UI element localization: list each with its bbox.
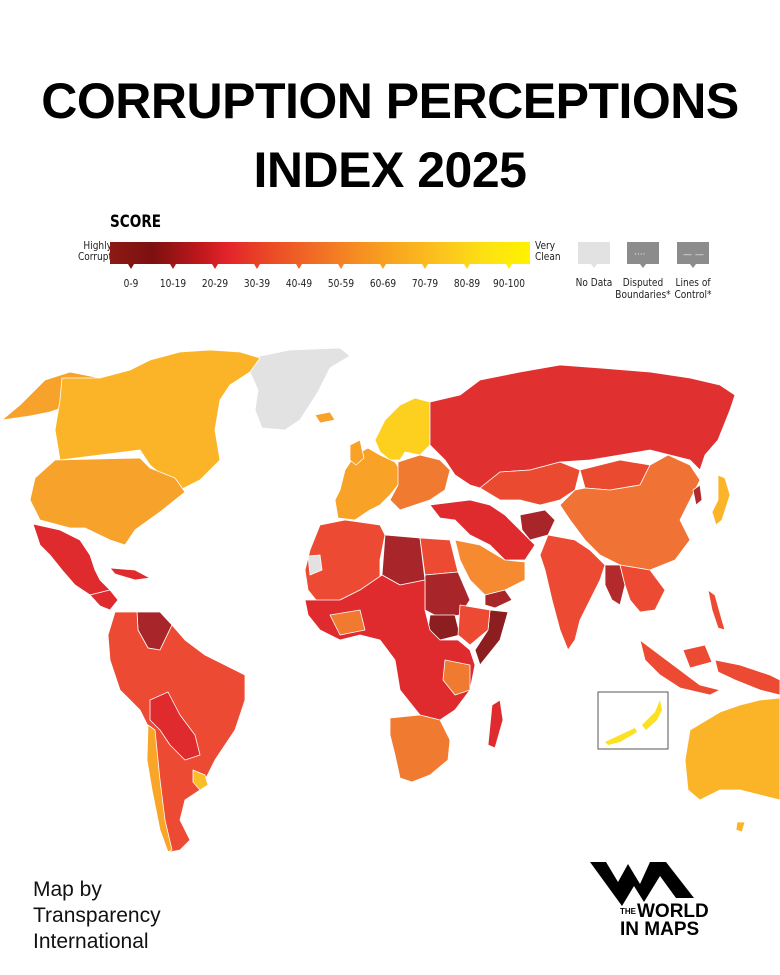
legend-tick (212, 264, 218, 269)
region-saudi-arabia (454, 539, 526, 596)
world-map (1, 347, 780, 853)
region-west-africa-coast (329, 609, 366, 636)
region-western-europe (334, 447, 401, 521)
legend-tick (506, 264, 512, 269)
region-korea (692, 484, 703, 506)
the-world-in-maps-logo-icon (590, 862, 694, 906)
legend-heading: SCORE (110, 212, 162, 232)
region-eastern-europe (389, 454, 451, 511)
region-chile (146, 724, 173, 853)
legend-right-label: Very Clean (535, 240, 561, 262)
region-central-america (89, 589, 119, 611)
legend-tick (128, 264, 134, 269)
dotted-line-icon: ···· (634, 250, 646, 260)
legend-left-label-line1: Highly (83, 239, 112, 252)
legend-label-loc-line2: Control* (674, 288, 712, 301)
region-india (539, 534, 606, 651)
credit-line-1: Map by (33, 878, 102, 901)
legend-tick (380, 264, 386, 269)
region-western-sahara (307, 554, 323, 576)
region-china (559, 454, 701, 571)
region-russia (429, 364, 736, 489)
legend-bin-label: 50-59 (327, 277, 355, 290)
legend-tick (338, 264, 344, 269)
legend-color-bar (110, 242, 530, 264)
legend-bin-label: 20-29 (201, 277, 229, 290)
region-middle-east (429, 499, 536, 561)
title-line-2: INDEX 2025 (253, 142, 527, 198)
region-uruguay (192, 769, 209, 791)
region-new-zealand (605, 700, 662, 745)
legend-bin-label: 90-100 (493, 277, 525, 290)
new-zealand-inset-box (597, 691, 669, 750)
region-madagascar (487, 699, 504, 749)
region-philippines (707, 589, 726, 631)
legend-label-no-data-line1: No Data (575, 276, 613, 289)
legend-label-loc-line1: Lines of (675, 276, 711, 289)
legend-label-lines-of-control: Lines of Control* (674, 277, 711, 301)
region-usa (29, 457, 186, 546)
region-southern-africa (389, 714, 451, 783)
legend-label-disputed-line1: Disputed (622, 276, 664, 289)
region-japan (711, 474, 731, 526)
legend-swatch-no-data (578, 242, 610, 268)
region-indonesia (639, 639, 780, 696)
legend-label-no-data: No Data (576, 277, 613, 289)
region-libya (381, 534, 426, 586)
legend-swatch-lines-of-control: — — (677, 242, 709, 268)
region-bolivia-paraguay (149, 691, 201, 761)
region-ethiopia (457, 604, 491, 646)
legend-left-label-line2: Corrupt (77, 250, 112, 263)
region-caribbean (109, 567, 151, 581)
legend-tick (296, 264, 302, 269)
logo-the: THE (620, 907, 636, 916)
legend-label-disputed-line2: Boundaries* (615, 288, 671, 301)
logo-line-2: IN MAPS (620, 919, 700, 940)
legend-bin-label: 30-39 (243, 277, 271, 290)
legend-tick (422, 264, 428, 269)
legend-tick (170, 264, 176, 269)
legend-left-label: Highly Corrupt (63, 240, 112, 262)
legend-bin-label: 40-49 (285, 277, 313, 290)
legend-bin-label: 0-9 (123, 277, 139, 290)
legend-swatch-disputed: ···· (627, 242, 659, 268)
region-scandinavia (374, 397, 431, 461)
credit-line-2: Transparency (33, 904, 161, 927)
credit-line-3: International (33, 930, 149, 953)
legend-tick (464, 264, 470, 269)
legend-bin-label: 10-19 (159, 277, 187, 290)
region-australia (684, 697, 780, 801)
region-southeast-asia (619, 564, 666, 613)
logo-line-1: WORLD (637, 901, 709, 922)
region-yemen (484, 589, 513, 609)
legend-right-label-line2: Clean (535, 250, 561, 263)
title-line-1: CORRUPTION PERCEPTIONS (41, 73, 739, 129)
region-egypt (419, 537, 459, 576)
region-iceland (314, 411, 336, 424)
legend-label-disputed: Disputed Boundaries* (615, 277, 670, 301)
region-central-africa (304, 574, 476, 721)
logo-text: THEWORLD IN MAPS (620, 901, 709, 940)
region-tasmania (735, 821, 746, 833)
region-uk (349, 439, 365, 466)
legend-right-label-line1: Very (535, 239, 556, 252)
legend-bin-label: 60-69 (369, 277, 397, 290)
map-credit: Map by Transparency International (33, 877, 161, 955)
region-tanzania (442, 659, 471, 696)
dashed-line-icon: — — (683, 250, 704, 260)
region-canada (54, 349, 261, 491)
legend-bin-label: 80-89 (453, 277, 481, 290)
legend-tick (254, 264, 260, 269)
legend-bin-label: 70-79 (411, 277, 439, 290)
region-greenland (249, 347, 351, 431)
